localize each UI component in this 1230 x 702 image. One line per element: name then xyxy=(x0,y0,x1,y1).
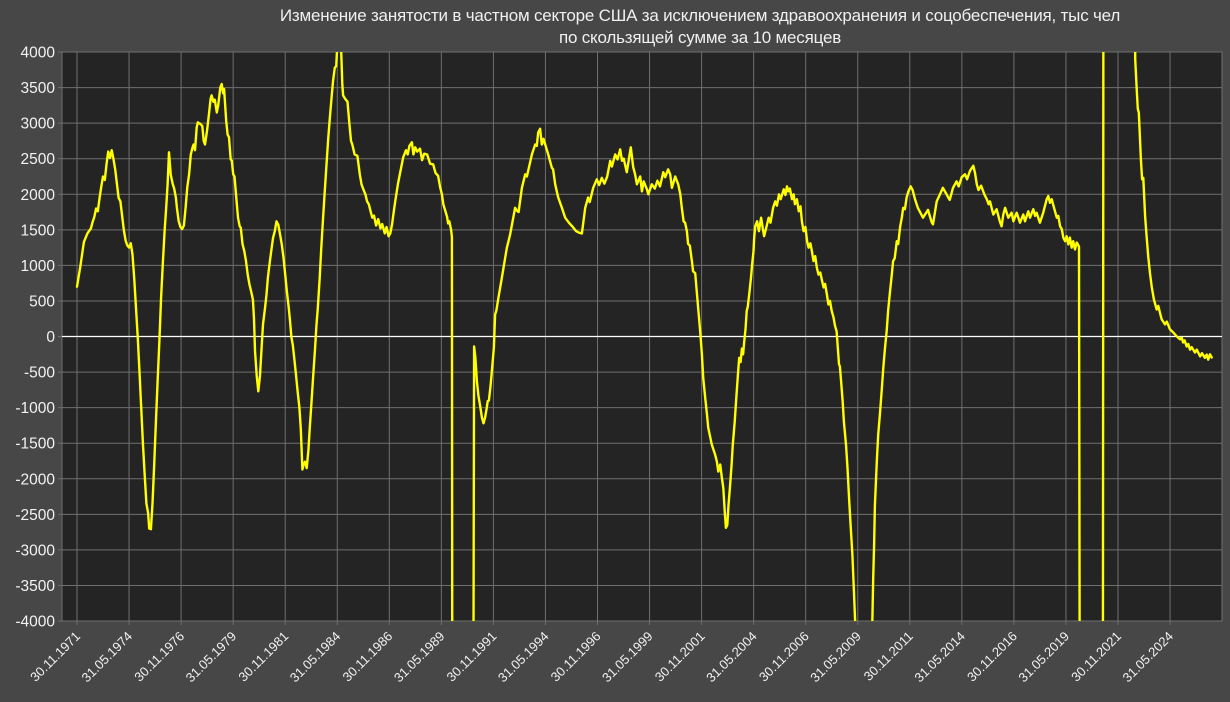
x-axis-label: 30.11.1981 xyxy=(235,629,291,685)
y-axis-label: -4000 xyxy=(15,614,55,631)
x-axis-label: 30.11.2016 xyxy=(964,629,1020,685)
y-axis-label: -1500 xyxy=(15,436,55,453)
x-axis-label: 31.05.2024 xyxy=(1120,629,1177,686)
y-axis-label: 0 xyxy=(46,329,55,346)
employment-series-line xyxy=(75,52,1213,621)
y-axis-label: 3000 xyxy=(21,116,56,133)
x-axis-label: 31.05.1979 xyxy=(183,629,240,686)
y-axis-label: -2500 xyxy=(15,507,55,524)
y-axis-label: -3000 xyxy=(15,542,55,559)
x-axis-label: 30.11.1976 xyxy=(131,629,187,685)
x-axis-label: 31.05.1999 xyxy=(599,629,656,686)
x-axis-label: 31.05.1984 xyxy=(287,629,344,686)
x-axis-label: 31.05.2009 xyxy=(807,629,864,686)
y-axis-label: -1000 xyxy=(15,400,55,417)
x-axis-label: 31.05.1994 xyxy=(495,629,552,686)
y-axis-label: 4000 xyxy=(21,45,56,62)
y-axis-label: 3500 xyxy=(21,80,56,97)
x-axis-label: 31.05.1974 xyxy=(79,629,136,686)
y-axis-label: 2500 xyxy=(21,151,56,168)
x-axis-label: 31.05.2004 xyxy=(703,629,760,686)
chart-title: Изменение занятости в частном секторе СШ… xyxy=(170,5,1230,49)
y-axis-label: 2000 xyxy=(21,187,56,204)
x-axis-label: 30.11.2011 xyxy=(861,629,916,684)
x-axis-label: 30.11.1991 xyxy=(444,629,500,685)
y-axis-label: -2000 xyxy=(15,471,55,488)
y-axis-label: 1500 xyxy=(21,222,56,239)
y-axis-label: 500 xyxy=(29,293,55,310)
x-axis-label: 30.11.2021 xyxy=(1068,629,1124,685)
chart-title-line1: Изменение занятости в частном секторе СШ… xyxy=(279,6,1121,25)
x-axis-label: 31.05.1989 xyxy=(391,629,448,686)
y-axis-label: -500 xyxy=(24,365,55,382)
x-axis-label: 30.11.2001 xyxy=(652,629,708,685)
x-axis-label: 30.11.1996 xyxy=(548,629,604,685)
chart-title-line2: по скользящей сумме за 10 месяцев xyxy=(558,28,842,47)
y-axis-label: -3500 xyxy=(15,578,55,595)
x-axis-label: 31.05.2014 xyxy=(911,629,968,686)
x-axis-label: 30.11.1986 xyxy=(339,629,395,685)
x-axis-label: 31.05.2019 xyxy=(1015,629,1072,686)
y-axis-label: 1000 xyxy=(21,258,56,275)
x-axis-label: 30.11.2006 xyxy=(756,629,812,685)
x-axis-label: 30.11.1971 xyxy=(27,629,83,685)
